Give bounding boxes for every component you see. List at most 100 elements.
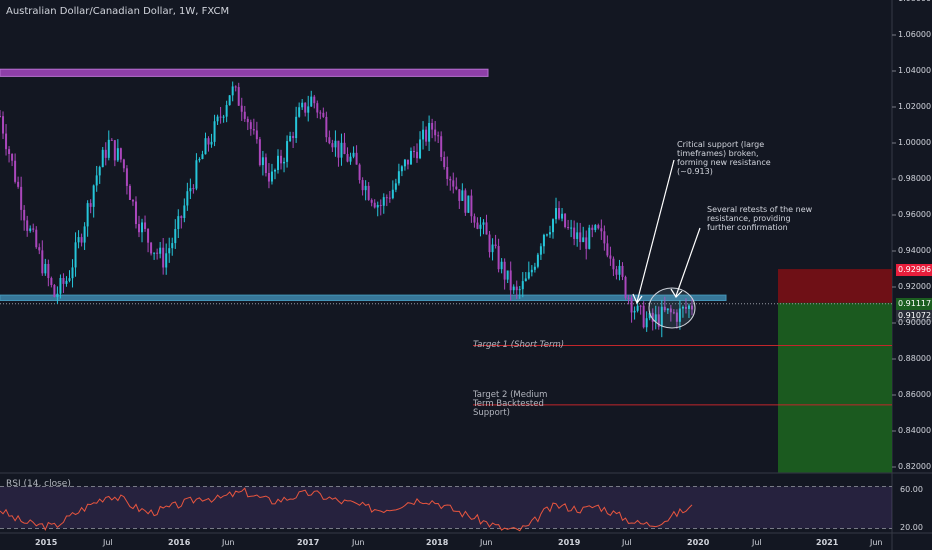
candle-body <box>319 112 322 114</box>
candle-body <box>355 152 358 165</box>
candle-body <box>264 157 267 173</box>
candle-body <box>243 111 246 119</box>
candle-body <box>461 190 464 201</box>
candle-body <box>204 138 207 155</box>
candle-body <box>651 312 654 322</box>
x-tick-label: Jul <box>103 538 113 547</box>
candle-body <box>382 197 385 206</box>
candle-body <box>144 222 147 229</box>
annotation-arrowhead-2 <box>670 288 683 298</box>
candle-body <box>74 242 77 268</box>
candle-body <box>452 180 455 187</box>
x-tick-label: 2016 <box>168 538 191 547</box>
candle-body <box>343 142 346 154</box>
candle-body <box>231 86 234 96</box>
candle-body <box>156 252 159 254</box>
candle-body <box>449 178 452 181</box>
x-tick-label: Jun <box>222 538 235 547</box>
y-tick-label: 0.82000 <box>898 462 932 471</box>
candle-body <box>385 197 388 199</box>
candle-body <box>564 213 567 228</box>
candle-body <box>370 199 373 203</box>
candle-body <box>394 183 397 190</box>
candle-body <box>174 229 177 244</box>
candle-body <box>412 150 415 152</box>
candle-body <box>446 167 449 179</box>
y-tick-label: 0.94000 <box>898 246 932 255</box>
candle-body <box>298 107 301 117</box>
candle-body <box>654 314 657 322</box>
y-tick-label: 1.00000 <box>898 138 932 147</box>
candle-body <box>669 308 672 313</box>
candle-body <box>47 263 50 279</box>
candle-body <box>521 281 524 290</box>
annotation-critical-support: Critical support (large timeframes) brok… <box>677 140 771 176</box>
candle-body <box>431 122 434 130</box>
candle-body <box>624 276 627 298</box>
candle-body <box>128 185 131 200</box>
candle-body <box>470 195 473 217</box>
candle-body <box>684 306 687 309</box>
y-tick-label: 0.90000 <box>898 318 932 327</box>
candle-body <box>77 237 80 243</box>
candle-body <box>35 229 38 248</box>
candle-body <box>168 248 171 254</box>
candle-body <box>591 227 594 230</box>
candle-body <box>551 219 554 233</box>
candle-body <box>328 137 331 144</box>
candle-body <box>621 265 624 277</box>
candle-body <box>165 253 168 268</box>
x-tick-label: Jul <box>752 538 762 547</box>
candle-body <box>606 243 609 256</box>
candle-body <box>134 201 137 225</box>
candle-body <box>23 209 26 221</box>
candle-body <box>400 166 403 172</box>
candle-body <box>503 261 506 280</box>
x-tick-label: 2017 <box>297 538 320 547</box>
entry-price-tag: 0.91117 <box>896 298 932 310</box>
y-tick-label: 1.06000 <box>898 30 932 39</box>
candle-body <box>56 293 59 297</box>
retest-highlight-ellipse <box>648 287 696 329</box>
candle-body <box>162 247 165 268</box>
target-1-label: Target 1 (Short Term) <box>473 340 565 350</box>
candle-body <box>627 297 630 299</box>
candle-body <box>494 244 497 247</box>
candle-body <box>416 151 419 159</box>
x-tick-label: 2018 <box>426 538 449 547</box>
candle-body <box>428 122 431 142</box>
candle-body <box>376 204 379 208</box>
candle-body <box>62 277 65 284</box>
candle-body <box>467 195 470 213</box>
rsi-band <box>0 486 892 529</box>
candle-body <box>555 208 558 220</box>
candle-body <box>38 247 41 251</box>
x-tick-label: Jun <box>480 538 493 547</box>
candle-body <box>150 242 153 254</box>
candle-body <box>125 168 128 186</box>
y-tick-label: 1.04000 <box>898 66 932 75</box>
candle-body <box>283 161 286 164</box>
candle-body <box>618 265 621 275</box>
x-tick-label: 2015 <box>35 538 58 547</box>
candle-body <box>675 312 678 322</box>
candle-body <box>116 148 119 161</box>
candle-body <box>639 305 642 307</box>
candle-body <box>104 149 107 158</box>
candle-body <box>107 139 110 158</box>
candle-body <box>334 140 337 148</box>
y-tick-label: 0.92000 <box>898 282 932 291</box>
candle-body <box>419 139 422 159</box>
candle-body <box>234 86 237 88</box>
candle-body <box>678 308 681 322</box>
candle-body <box>397 171 400 184</box>
candle-body <box>240 105 243 112</box>
candle-body <box>301 102 304 108</box>
candle-body <box>373 202 376 208</box>
candle-body <box>409 150 412 165</box>
candle-body <box>582 237 585 243</box>
candle-body <box>32 228 35 230</box>
candle-body <box>561 213 564 219</box>
candle-body <box>92 185 95 207</box>
